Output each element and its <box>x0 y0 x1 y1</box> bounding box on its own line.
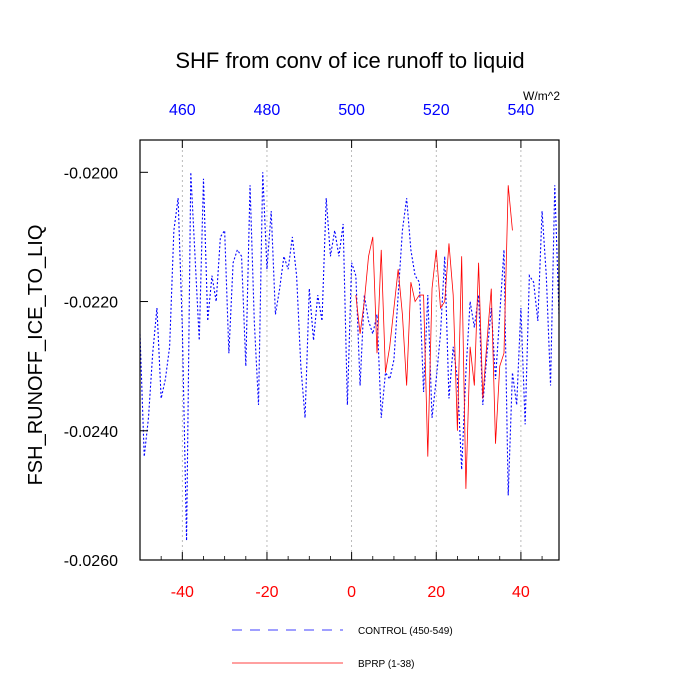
x-tick-label: 20 <box>427 584 445 601</box>
y-tick-label: -0.0220 <box>64 295 118 312</box>
plot-frame <box>139 139 560 561</box>
axis-ticks: -40 -20 0 20 40 460 480 500 520 540 -0.0200 -0.0220… <box>64 102 543 601</box>
series-lines <box>139 172 560 541</box>
units-label: W/m^2 <box>523 89 560 103</box>
chart-title: SHF from conv of ice runoff to liquid <box>175 48 524 73</box>
y-tick-label: -0.0200 <box>64 165 118 182</box>
legend: CONTROL (450-549) BPRP (1-38) <box>232 626 453 670</box>
x-tick-label: 0 <box>347 584 356 601</box>
control-series-line <box>139 172 560 541</box>
top-tick-label: 480 <box>254 102 281 119</box>
legend-label: CONTROL (450-549) <box>358 626 453 637</box>
top-tick-label: 540 <box>508 102 535 119</box>
y-tick-label: -0.0260 <box>64 553 118 570</box>
y-axis-label: FSH_RUNOFF_ICE_TO_LIQ <box>25 225 47 486</box>
x-tick-label: -40 <box>171 584 194 601</box>
legend-label: BPRP (1-38) <box>358 659 415 670</box>
x-tick-label: 40 <box>512 584 530 601</box>
top-tick-label: 500 <box>338 102 365 119</box>
bprp-series-line <box>355 185 513 489</box>
grid-lines <box>181 140 522 560</box>
top-tick-label: 460 <box>169 102 196 119</box>
y-tick-label: -0.0240 <box>64 424 118 441</box>
top-tick-label: 520 <box>423 102 450 119</box>
x-tick-label: -20 <box>255 584 278 601</box>
